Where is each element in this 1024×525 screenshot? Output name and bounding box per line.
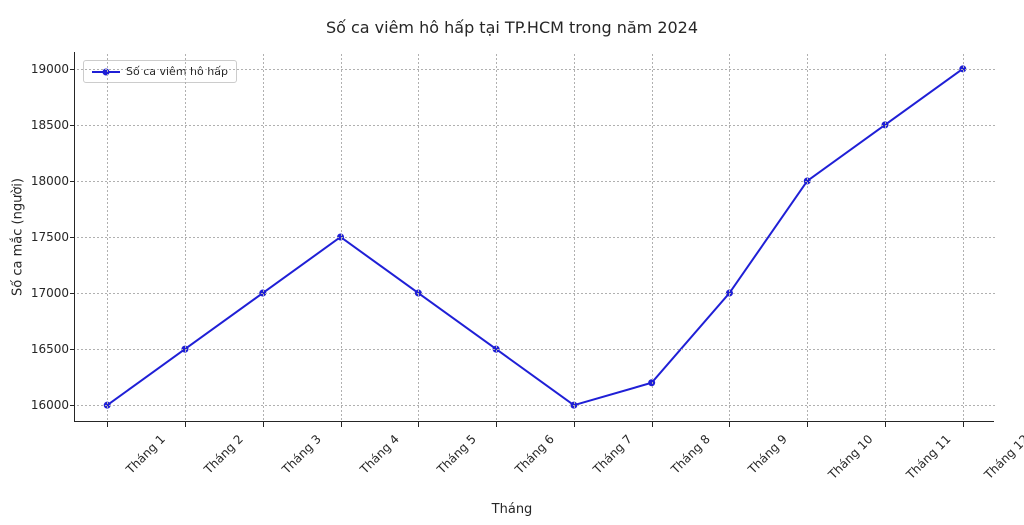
- grid-line-h: [75, 181, 995, 182]
- chart-container: Số ca viêm hô hấp tại TP.HCM trong năm 2…: [0, 0, 1024, 525]
- grid-line-v: [418, 52, 419, 422]
- grid-line-v: [963, 52, 964, 422]
- chart-title: Số ca viêm hô hấp tại TP.HCM trong năm 2…: [0, 18, 1024, 37]
- xtick-mark: [807, 422, 808, 427]
- xtick-label: Tháng 8: [668, 432, 713, 477]
- xtick-mark: [341, 422, 342, 427]
- ytick-mark: [70, 349, 75, 350]
- x-axis-label: Tháng: [0, 502, 1024, 517]
- xtick-label: Tháng 11: [904, 432, 954, 482]
- ytick-label: 18500: [25, 118, 69, 132]
- xtick-mark: [185, 422, 186, 427]
- ytick-mark: [70, 237, 75, 238]
- xtick-label: Tháng 3: [279, 432, 324, 477]
- grid-line-h: [75, 125, 995, 126]
- xtick-mark: [652, 422, 653, 427]
- grid-line-h: [75, 69, 995, 70]
- legend-label: Số ca viêm hô hấp: [126, 65, 228, 78]
- grid-line-v: [496, 52, 497, 422]
- grid-line-v: [729, 52, 730, 422]
- ytick-mark: [70, 69, 75, 70]
- xtick-mark: [263, 422, 264, 427]
- ytick-label: 16500: [25, 342, 69, 356]
- xtick-label: Tháng 1: [124, 432, 169, 477]
- ytick-label: 19000: [25, 62, 69, 76]
- xtick-label: Tháng 12: [981, 432, 1024, 482]
- xtick-mark: [574, 422, 575, 427]
- ytick-mark: [70, 293, 75, 294]
- xtick-label: Tháng 6: [512, 432, 557, 477]
- ytick-label: 17000: [25, 286, 69, 300]
- ytick-label: 16000: [25, 398, 69, 412]
- grid-line-v: [652, 52, 653, 422]
- xtick-label: Tháng 5: [435, 432, 480, 477]
- grid-line-v: [885, 52, 886, 422]
- xtick-label: Tháng 10: [826, 432, 876, 482]
- xtick-label: Tháng 4: [357, 432, 402, 477]
- grid-line-v: [807, 52, 808, 422]
- xtick-mark: [107, 422, 108, 427]
- grid-line-v: [341, 52, 342, 422]
- ytick-mark: [70, 405, 75, 406]
- grid-line-v: [185, 52, 186, 422]
- grid-line-v: [107, 52, 108, 422]
- ytick-label: 17500: [25, 230, 69, 244]
- xtick-label: Tháng 7: [590, 432, 635, 477]
- legend: Số ca viêm hô hấp: [83, 60, 237, 83]
- grid-line-h: [75, 237, 995, 238]
- xtick-mark: [885, 422, 886, 427]
- grid-line-h: [75, 405, 995, 406]
- xtick-mark: [496, 422, 497, 427]
- y-axis-label: Số ca mắc (người): [11, 178, 26, 296]
- ytick-mark: [70, 125, 75, 126]
- ytick-label: 18000: [25, 174, 69, 188]
- xtick-label: Tháng 9: [746, 432, 791, 477]
- grid-line-h: [75, 349, 995, 350]
- grid-line-v: [263, 52, 264, 422]
- xtick-label: Tháng 2: [201, 432, 246, 477]
- xtick-mark: [729, 422, 730, 427]
- grid-line-v: [574, 52, 575, 422]
- plot-area: Số ca viêm hô hấp 1600016500170001750018…: [74, 52, 994, 422]
- xtick-mark: [963, 422, 964, 427]
- xtick-mark: [418, 422, 419, 427]
- ytick-mark: [70, 181, 75, 182]
- grid-line-h: [75, 293, 995, 294]
